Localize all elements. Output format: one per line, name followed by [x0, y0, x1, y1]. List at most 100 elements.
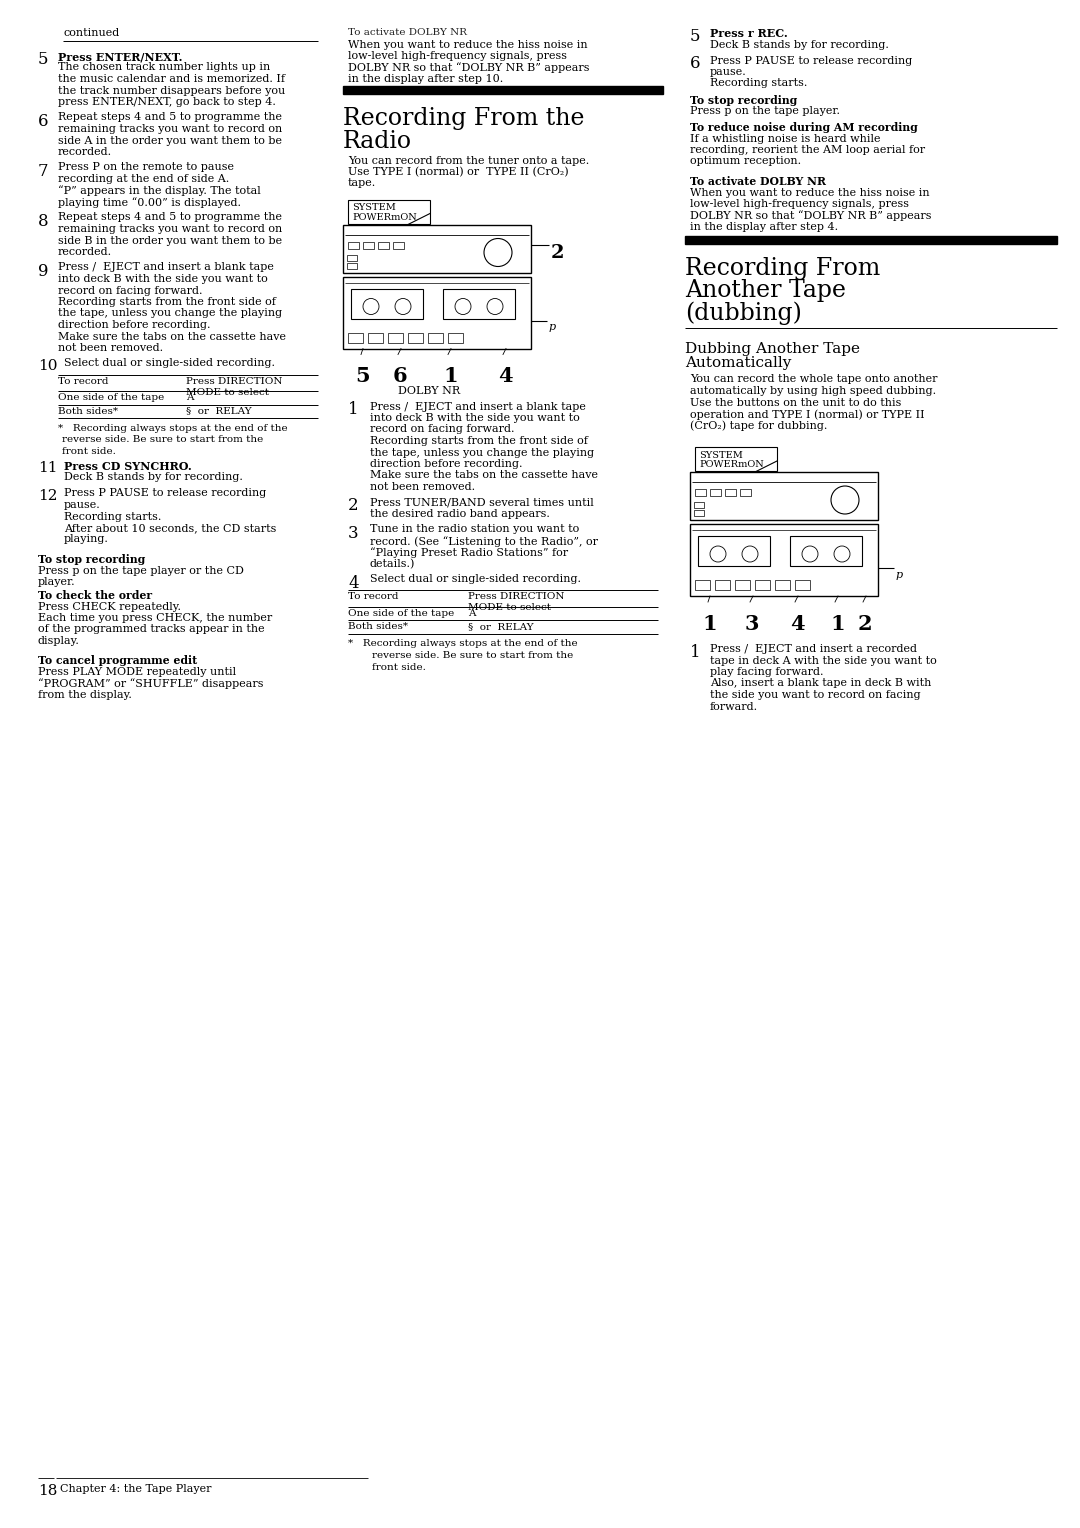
Text: 2: 2	[551, 244, 565, 263]
Text: One side of the tape: One side of the tape	[58, 393, 164, 402]
Text: 5: 5	[38, 50, 49, 69]
Bar	[696, 581, 710, 590]
Text: (dubbing): (dubbing)	[685, 301, 801, 325]
Text: Press P PAUSE to release recording: Press P PAUSE to release recording	[710, 55, 913, 66]
Text: Press PLAY MODE repeatedly until: Press PLAY MODE repeatedly until	[38, 668, 237, 677]
Text: 2: 2	[858, 614, 873, 634]
Text: Recording starts from the front side of: Recording starts from the front side of	[370, 435, 588, 446]
Text: press ENTER/NEXT, go back to step 4.: press ENTER/NEXT, go back to step 4.	[58, 96, 275, 107]
Text: Select dual or single-sided recording.: Select dual or single-sided recording.	[370, 575, 581, 585]
Text: *   Recording always stops at the end of the: * Recording always stops at the end of t…	[58, 423, 287, 432]
Text: in the display after step 10.: in the display after step 10.	[348, 73, 503, 84]
Bar	[347, 263, 357, 269]
Text: 1: 1	[831, 614, 845, 634]
Text: Press r REC.: Press r REC.	[710, 28, 787, 40]
Text: optimum reception.: optimum reception.	[690, 156, 801, 167]
Text: When you want to reduce the hiss noise in: When you want to reduce the hiss noise i…	[348, 40, 588, 49]
Text: tape.: tape.	[348, 179, 376, 188]
Text: Another Tape: Another Tape	[685, 280, 846, 303]
Bar	[347, 255, 357, 260]
Text: direction before recording.: direction before recording.	[58, 319, 211, 330]
Text: DOLBY NR: DOLBY NR	[399, 387, 460, 396]
Text: Recording starts from the front side of: Recording starts from the front side of	[58, 296, 275, 307]
Bar	[408, 333, 423, 342]
Text: Deck B stands by for recording.: Deck B stands by for recording.	[64, 472, 243, 483]
Text: *   Recording always stops at the end of the: * Recording always stops at the end of t…	[348, 640, 578, 648]
Text: record on facing forward.: record on facing forward.	[370, 425, 514, 434]
Text: Dubbing Another Tape: Dubbing Another Tape	[685, 341, 860, 356]
Text: §  or  RELAY: § or RELAY	[186, 406, 252, 416]
Bar	[740, 489, 751, 497]
Text: To record: To record	[348, 591, 399, 601]
Text: A: A	[186, 393, 193, 402]
Bar	[351, 289, 423, 318]
Text: 1: 1	[348, 402, 359, 419]
Text: into deck B with the side you want to: into deck B with the side you want to	[58, 274, 268, 284]
Text: 3: 3	[745, 614, 759, 634]
Bar	[348, 333, 363, 342]
Text: reverse side. Be sure to start from the: reverse side. Be sure to start from the	[62, 435, 264, 445]
Bar	[343, 225, 531, 272]
Text: Automatically: Automatically	[685, 356, 792, 370]
Text: recorded.: recorded.	[58, 248, 112, 257]
Bar	[755, 581, 770, 590]
Text: into deck B with the side you want to: into deck B with the side you want to	[370, 413, 580, 423]
Bar	[690, 524, 878, 596]
Text: Press TUNER/BAND several times until: Press TUNER/BAND several times until	[370, 498, 594, 507]
Text: recording, reorient the AM loop aerial for: recording, reorient the AM loop aerial f…	[690, 145, 926, 154]
Text: 2: 2	[348, 498, 359, 515]
Text: the side you want to record on facing: the side you want to record on facing	[710, 691, 920, 700]
Text: (CrO₂) tape for dubbing.: (CrO₂) tape for dubbing.	[690, 420, 827, 431]
Text: playing time “0.00” is displayed.: playing time “0.00” is displayed.	[58, 197, 241, 208]
Text: continued: continued	[63, 28, 119, 38]
Text: Recording From the: Recording From the	[343, 107, 584, 130]
Bar	[698, 536, 770, 565]
Text: DOLBY NR so that “DOLBY NR B” appears: DOLBY NR so that “DOLBY NR B” appears	[690, 211, 931, 222]
Text: low-level high-frequency signals, press: low-level high-frequency signals, press	[690, 199, 909, 209]
Text: from the display.: from the display.	[38, 691, 132, 700]
Text: the desired radio band appears.: the desired radio band appears.	[370, 509, 550, 520]
Bar	[363, 241, 374, 249]
Text: of the programmed tracks appear in the: of the programmed tracks appear in the	[38, 625, 265, 634]
Text: Use the buttons on the unit to do this: Use the buttons on the unit to do this	[690, 397, 902, 408]
Bar	[428, 333, 443, 342]
Bar	[378, 241, 389, 249]
Text: 4: 4	[498, 367, 513, 387]
Bar	[789, 536, 862, 565]
Bar	[694, 503, 704, 507]
Bar	[694, 510, 704, 516]
Text: Also, insert a blank tape in deck B with: Also, insert a blank tape in deck B with	[710, 678, 931, 689]
Text: tape in deck A with the side you want to: tape in deck A with the side you want to	[710, 656, 936, 666]
Text: display.: display.	[38, 636, 80, 646]
Bar	[443, 289, 515, 318]
Text: record on facing forward.: record on facing forward.	[58, 286, 203, 295]
Text: 1: 1	[443, 367, 458, 387]
Text: You can record from the tuner onto a tape.: You can record from the tuner onto a tap…	[348, 156, 590, 165]
Text: Press /  EJECT and insert a blank tape: Press / EJECT and insert a blank tape	[58, 263, 274, 272]
Text: in the display after step 4.: in the display after step 4.	[690, 222, 838, 232]
Text: side B in the order you want them to be: side B in the order you want them to be	[58, 235, 282, 246]
Text: A: A	[468, 608, 475, 617]
Text: 4: 4	[348, 575, 359, 591]
Text: “P” appears in the display. The total: “P” appears in the display. The total	[58, 185, 260, 196]
Bar	[343, 277, 531, 348]
Text: SYSTEM: SYSTEM	[352, 203, 396, 212]
Text: Radio: Radio	[343, 130, 411, 153]
Text: recording at the end of side A.: recording at the end of side A.	[58, 174, 229, 183]
Text: remaining tracks you want to record on: remaining tracks you want to record on	[58, 124, 282, 134]
Text: details.): details.)	[370, 559, 416, 570]
Text: 6: 6	[393, 367, 407, 387]
Text: pause.: pause.	[710, 67, 746, 76]
Text: p: p	[549, 322, 556, 333]
Bar	[348, 200, 430, 223]
Text: Press DIRECTION: Press DIRECTION	[468, 591, 565, 601]
Text: 12: 12	[38, 489, 57, 503]
Text: To check the order: To check the order	[38, 590, 152, 601]
Text: Select dual or single-sided recording.: Select dual or single-sided recording.	[64, 359, 275, 368]
Text: §  or  RELAY: § or RELAY	[468, 622, 534, 631]
Text: Press CHECK repeatedly.: Press CHECK repeatedly.	[38, 602, 181, 611]
Text: Press P PAUSE to release recording: Press P PAUSE to release recording	[64, 489, 267, 498]
Text: To cancel programme edit: To cancel programme edit	[38, 656, 198, 666]
Text: 8: 8	[38, 212, 49, 229]
Bar	[348, 241, 359, 249]
